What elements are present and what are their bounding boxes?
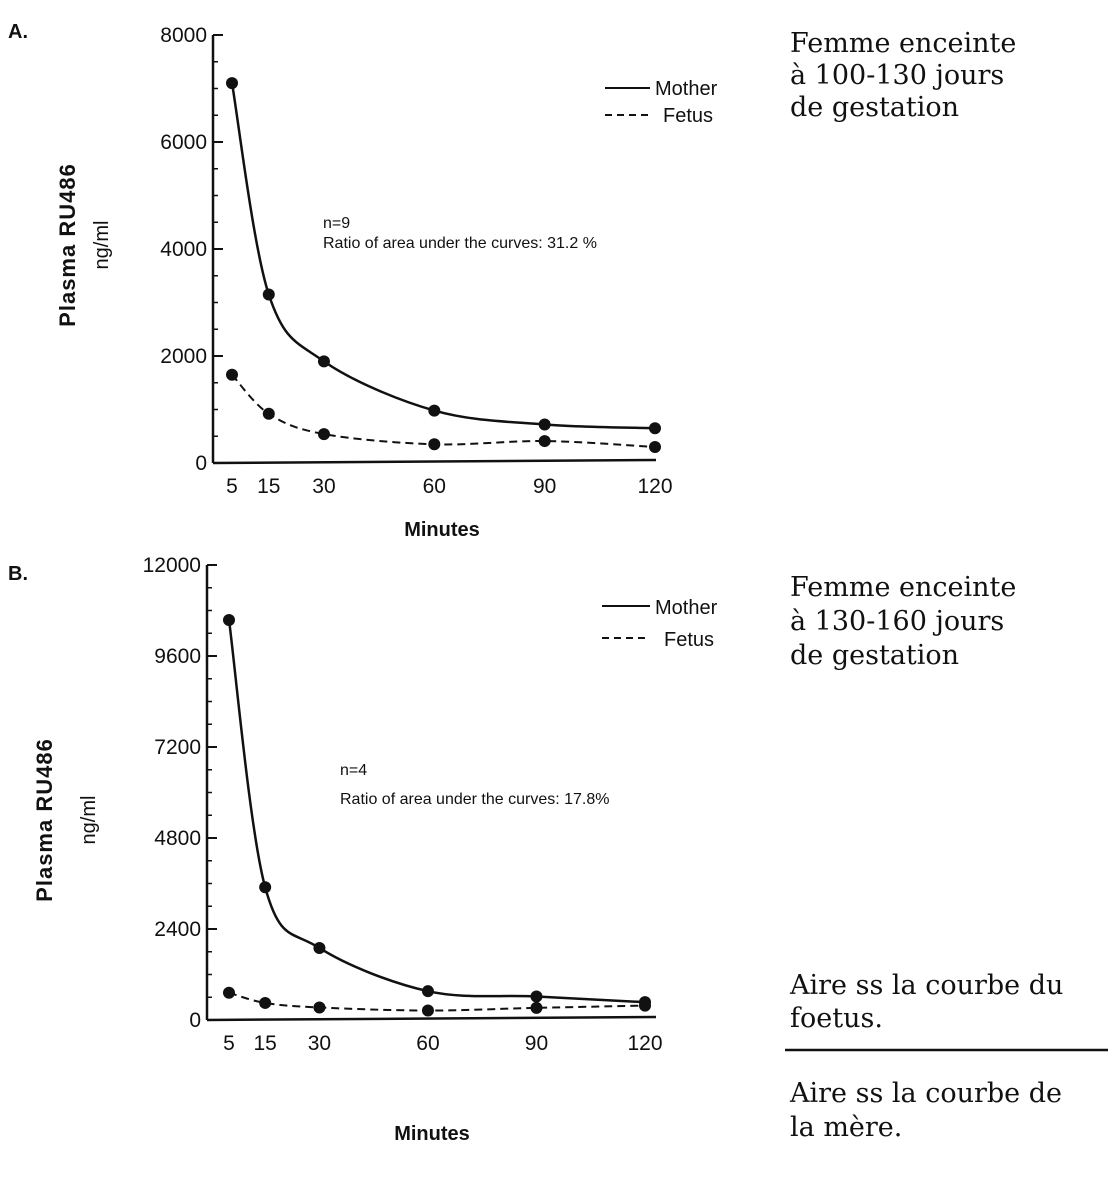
panel-label-a: A.: [8, 21, 28, 43]
y-axis-label-a: Plasma RU486: [55, 163, 80, 327]
x-tick-label: 120: [627, 1032, 662, 1055]
y-tick-label: 8000: [160, 24, 207, 47]
data-point-mother: [649, 422, 661, 435]
data-point-fetus: [259, 996, 272, 1009]
x-tick-label: 30: [308, 1032, 331, 1055]
data-point-fetus: [223, 986, 235, 999]
annotation-n-b: n=4: [340, 762, 367, 779]
y-tick-label: 12000: [143, 554, 201, 577]
y-axis-unit-a: ng/ml: [91, 221, 113, 270]
legend-label-mother-a: Mother: [655, 78, 718, 100]
x-tick-label: 15: [253, 1032, 276, 1055]
data-points-a: [226, 77, 661, 453]
x-axis-a: [212, 458, 657, 465]
data-points-b: [223, 613, 651, 1017]
chart-b: B. 0 2400 4800 7200 9600 12000 5 15 30 60 90 120 Pl…: [8, 554, 1016, 1145]
x-tick-label: 90: [533, 475, 556, 498]
y-tick-label: 0: [195, 452, 207, 475]
data-point-fetus: [649, 440, 661, 453]
fraction-numerator-line-2: foetus.: [790, 1003, 883, 1034]
data-point-fetus: [639, 999, 651, 1012]
chart-a: A. 0 2000 4000 6000 8000 5 15 30 60 90 120 Plasma …: [8, 21, 1016, 541]
y-tick-label: 2000: [160, 345, 207, 368]
caption-a-line-3: de gestation: [790, 92, 959, 123]
caption-b: Femme enceinte à 130-160 jours de gestat…: [790, 572, 1016, 671]
series-line-mother-b: [227, 619, 646, 1004]
data-point-fetus: [421, 1004, 434, 1017]
y-tick-label: 7200: [154, 736, 201, 759]
fraction-denominator-line-2: la mère.: [790, 1112, 902, 1143]
y-tick-label: 2400: [154, 918, 201, 941]
data-point-mother: [428, 404, 441, 417]
x-axis-b: [206, 1015, 657, 1022]
x-tick-label: 30: [312, 475, 335, 498]
minor-ticks-b: [207, 587, 212, 998]
annotation-n-a: n=9: [323, 215, 350, 232]
data-point-mother: [313, 941, 326, 954]
caption-b-line-1: Femme enceinte: [790, 572, 1016, 603]
area-ratio-fraction: Aire ss la courbe du foetus. Aire ss la …: [785, 970, 1108, 1143]
caption-a-line-2: à 100-130 jours: [790, 60, 1004, 91]
data-point-mother: [262, 288, 275, 301]
panel-label-b: B.: [8, 563, 28, 585]
legend-a: Mother Fetus: [605, 78, 718, 127]
x-tick-label: 15: [257, 475, 280, 498]
y-axis-label-b: Plasma RU486: [32, 738, 57, 902]
annotation-ratio-b: Ratio of area under the curves: 17.8%: [340, 791, 610, 808]
data-point-fetus: [538, 435, 551, 448]
y-tick-label: 6000: [160, 131, 207, 154]
x-tick-label: 60: [416, 1032, 439, 1055]
data-point-mother: [317, 355, 330, 368]
legend-label-fetus-a: Fetus: [663, 105, 713, 127]
legend-b: Mother Fetus: [602, 597, 718, 651]
y-axis-unit-b: ng/ml: [78, 796, 100, 845]
x-tick-label: 5: [226, 475, 238, 498]
data-point-fetus: [317, 428, 330, 441]
y-tick-label: 9600: [154, 645, 201, 668]
fraction-denominator-line-1: Aire ss la courbe de: [789, 1078, 1062, 1109]
x-axis-label-b: Minutes: [394, 1123, 470, 1145]
data-point-mother: [530, 990, 543, 1003]
x-tick-label: 60: [423, 475, 446, 498]
data-point-mother: [538, 418, 551, 431]
data-point-mother: [259, 881, 272, 894]
data-point-fetus: [262, 407, 275, 420]
legend-label-mother-b: Mother: [655, 597, 718, 619]
minor-ticks-a: [213, 61, 218, 437]
series-line-mother-a: [230, 82, 656, 430]
data-point-fetus: [428, 438, 441, 451]
series-line-fetus-b: [228, 991, 646, 1012]
caption-b-line-3: de gestation: [790, 640, 959, 671]
caption-b-line-2: à 130-160 jours: [790, 606, 1004, 637]
x-tick-label: 90: [525, 1032, 548, 1055]
ticks-b: 0 2400 4800 7200 9600 12000 5 15 30 60 90 120: [143, 554, 663, 1055]
x-axis-label-a: Minutes: [404, 519, 480, 541]
data-point-mother: [421, 985, 434, 998]
y-tick-label: 0: [189, 1009, 201, 1032]
data-point-fetus: [226, 368, 238, 381]
x-tick-label: 120: [637, 475, 672, 498]
caption-a-line-1: Femme enceinte: [790, 28, 1016, 59]
data-point-mother: [226, 77, 238, 90]
series-line-fetus-a: [231, 374, 656, 448]
ticks-a: 0 2000 4000 6000 8000 5 15 30 60 90 120: [160, 24, 672, 498]
x-tick-label: 5: [223, 1032, 235, 1055]
fraction-numerator-line-1: Aire ss la courbe du: [789, 970, 1063, 1001]
annotation-ratio-a: Ratio of area under the curves: 31.2 %: [323, 235, 597, 252]
data-point-mother: [223, 613, 235, 626]
data-point-fetus: [313, 1001, 326, 1014]
caption-a: Femme enceinte à 100-130 jours de gestat…: [790, 28, 1016, 123]
legend-label-fetus-b: Fetus: [664, 629, 714, 651]
y-tick-label: 4800: [154, 827, 201, 850]
data-point-fetus: [530, 1001, 543, 1014]
y-tick-label: 4000: [160, 238, 207, 261]
